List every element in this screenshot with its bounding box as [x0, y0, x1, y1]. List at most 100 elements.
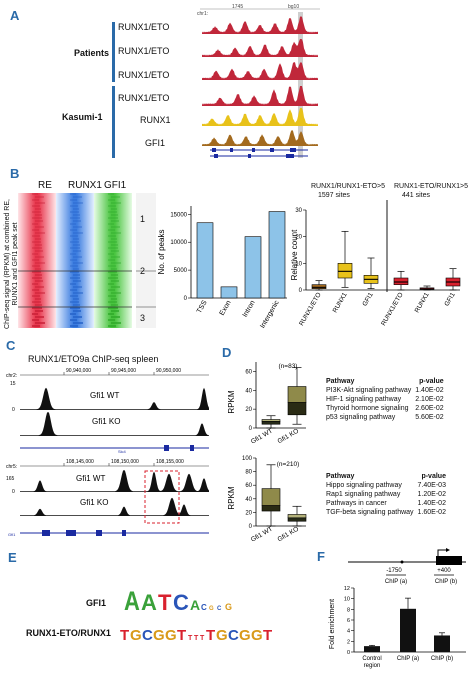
pt2-row-pathway: Hippo signaling pathway [326, 482, 402, 489]
svg-text:T: T [263, 627, 272, 644]
pt2-row-pathway: TGF-beta signaling pathway [326, 509, 414, 516]
relative-count-ylabel: Relative count [290, 229, 299, 280]
chip-track [202, 130, 318, 146]
box-header-left: RUNX1/RUNX1-ETO>5 [311, 183, 385, 190]
heatmap-row [111, 232, 121, 234]
heatmap-row [111, 250, 119, 252]
heatmap-row [111, 322, 121, 324]
gene-box [436, 556, 462, 565]
box-lower [261, 505, 281, 512]
patients-bracket [112, 22, 115, 82]
heatmap-row [111, 292, 121, 294]
heatmap-row [32, 307, 42, 309]
heatmap-ylabel-box: ChIP-seq signal (RPKM) at combined RE, R… [4, 192, 19, 332]
x-tick-label: RUNX1/ETO [298, 292, 323, 328]
heatmap-row [32, 319, 39, 321]
heatmap-row [70, 235, 78, 237]
panel-a-coord-left: 1745 [232, 4, 244, 10]
heatmap-row [108, 325, 116, 327]
svg-text:A: A [141, 590, 157, 615]
box-header-right: RUNX1-ETO/RUNX1>5 [394, 183, 468, 190]
heatmap-row [111, 286, 120, 288]
pt2-row-pathway: Pathways in cancer [326, 500, 387, 507]
track-label: Gfi1 WT [90, 391, 119, 400]
pos-a-label: -1750 [386, 568, 402, 574]
box-lower [287, 402, 307, 416]
box-lower [287, 517, 307, 522]
box-header-right-sites: 441 sites [402, 192, 431, 199]
track-label-3: RUNX1/ETO [118, 70, 170, 80]
heatmap-row [35, 298, 41, 300]
heatmap-row [108, 253, 114, 255]
heatmap-row [35, 310, 43, 312]
heatmap-row [35, 304, 42, 306]
y-tick-label: 0 [249, 426, 253, 432]
x-tick-label: Gfi1 WT [250, 526, 274, 544]
heatmap-row [108, 259, 115, 261]
heatmap-row [111, 244, 118, 246]
heatmap-row [73, 322, 83, 324]
x-tick-label: RUNX1/ETO [380, 292, 405, 328]
heatmap-row [35, 274, 42, 276]
panel-letter-d: D [222, 345, 232, 360]
bar [196, 222, 214, 299]
svg-text:A: A [124, 587, 140, 616]
heatmap-row [32, 199, 39, 201]
pt1-head-pvalue: p-value [419, 378, 444, 385]
runx-logo: T G C G G T T T T T G C G G T [120, 627, 272, 644]
y-tick-label: 60 [245, 369, 252, 375]
chip-track [202, 39, 318, 57]
heatmap-row [70, 247, 80, 249]
pt1-row-pvalue: 2.60E-02 [415, 405, 444, 412]
x-tick-label: GFI1 [361, 291, 374, 307]
svg-text:G: G [209, 606, 214, 612]
y-tick-label: 30 [295, 208, 302, 214]
heatmap-row [73, 286, 82, 288]
heatmap-row [73, 304, 80, 306]
heatmap-row [35, 238, 41, 240]
cluster-1: 1 [140, 214, 146, 224]
d-top-ylabel: RPKM [227, 390, 236, 413]
heatmap-row [108, 283, 114, 285]
y-tick-label: 10 [344, 597, 350, 603]
tss-arrow-icon [437, 549, 448, 556]
heatmap-row [32, 193, 38, 195]
heatmap-row [70, 253, 76, 255]
heatmap-row [35, 280, 43, 282]
heatmap-row [35, 286, 44, 288]
heatmap-row [35, 214, 42, 216]
y-tick-label: 10 [295, 261, 302, 267]
panel-letter-e: E [8, 550, 17, 565]
heatmap-row [70, 199, 77, 201]
chip-track [202, 16, 318, 34]
y-tick-label: 20 [245, 407, 252, 413]
heatmap-row [108, 265, 116, 267]
bar [220, 286, 238, 299]
heatmap-row [32, 277, 42, 279]
heat-col-re: RE [38, 180, 52, 191]
heatmap-row [32, 313, 38, 315]
heatmap-row [35, 292, 45, 294]
x-tick-label: GFI1 [443, 291, 456, 307]
heatmap-row [108, 247, 118, 249]
heatmap-row [32, 283, 38, 285]
bar [400, 608, 416, 652]
d-boxplot-bottom: RPKM 0 20 40 60 80 100 Gfi1 WT Gfi1 KO (n=210) [227, 456, 307, 544]
heatmap-row [70, 241, 79, 243]
heatmap-row [111, 226, 120, 228]
d-boxplot-top: RPKM 0 20 40 60 Gfi1 WT Gfi1 KO (n=83) [227, 362, 307, 446]
x-tick-label: ChIP (a) [397, 656, 419, 662]
x-tick-label: RUNX1 [414, 291, 431, 314]
bar [244, 236, 262, 299]
chip-track [20, 470, 209, 492]
x-tick-label: ChIP (b) [431, 656, 453, 662]
heatmap-row [111, 298, 117, 300]
heatmap-row [108, 277, 118, 279]
svg-text:G: G [225, 602, 232, 612]
coord-tick-label: 108,145,000 [66, 459, 94, 465]
svg-text:C: C [201, 603, 207, 612]
y-tick-label: 5000 [174, 268, 188, 274]
heatmap-row [32, 235, 40, 237]
heatmap-row [108, 307, 118, 309]
highlight-region [298, 12, 303, 158]
